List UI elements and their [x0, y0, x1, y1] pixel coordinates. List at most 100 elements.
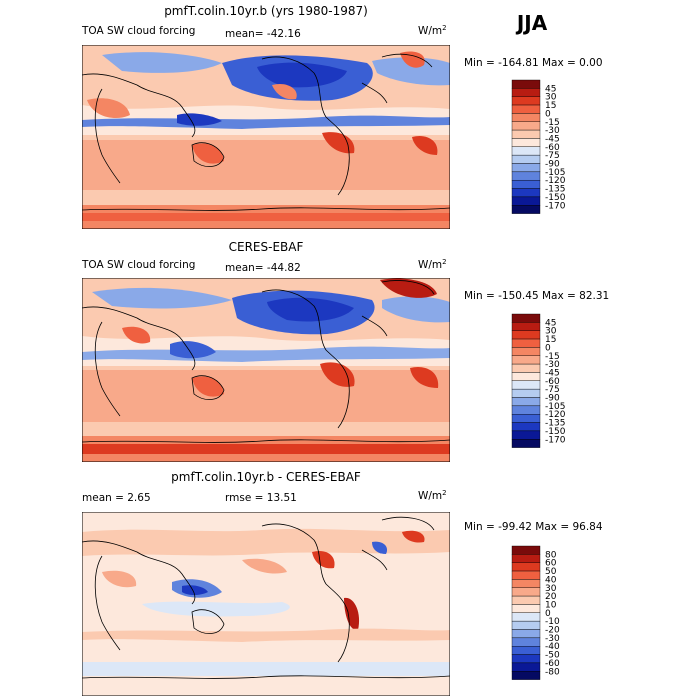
panel-3-map: [82, 512, 450, 696]
colorbar-2-segment: [511, 313, 541, 323]
colorbar-2-tick-label: 0: [545, 343, 551, 353]
colorbar-2-segment: [511, 414, 541, 423]
colorbar-1-segment: [511, 205, 541, 214]
panel-2-field-label: TOA SW cloud forcing: [81, 259, 195, 271]
map-2-greenland: [380, 278, 437, 298]
colorbar-3-tick-label: 60: [545, 559, 557, 569]
panel-2-colorbar: 4530150-15-30-45-60-75-90-105-120-135-15…: [511, 313, 566, 448]
colorbar-3-segment: [511, 570, 541, 580]
colorbar-3-tick-label: 0: [545, 609, 551, 619]
panel-2-units-base: W/m: [418, 259, 442, 271]
colorbar-2-segment: [511, 372, 541, 382]
map-2-eurasia-cloud: [92, 287, 232, 309]
panel-2-title: CERES-EBAF: [229, 240, 304, 254]
panel-1-range: Min = -164.81 Max = 0.00: [464, 57, 603, 69]
colorbar-2-tick-label: -150: [545, 427, 566, 437]
colorbar-2-tick-label: -170: [545, 435, 566, 445]
panel-model: pmfT.colin.10yr.b (yrs 1980-1987) TOA SW…: [81, 4, 603, 229]
map-2-natl-cloud: [382, 296, 450, 323]
colorbar-2-tick-label: -45: [545, 368, 560, 378]
colorbar-2-tick-label: -90: [545, 394, 560, 404]
map-3-south-subtrop: [82, 628, 450, 642]
colorbar-1-segment: [511, 179, 541, 189]
colorbar-3-tick-label: -60: [545, 659, 560, 669]
colorbar-1-segment: [511, 96, 541, 106]
panel-1-mean: mean= -42.16: [225, 28, 301, 40]
colorbar-2-segment: [511, 388, 541, 398]
panel-1-units: W/m2: [418, 24, 447, 37]
colorbar-1-tick-label: 30: [545, 93, 557, 103]
panel-2-mean: mean= -44.82: [225, 262, 301, 274]
colorbar-3-tick-label: -40: [545, 642, 560, 652]
map-1-itcz: [82, 115, 450, 129]
colorbar-3-tick-label: -50: [545, 651, 560, 661]
colorbar-3-tick-label: -10: [545, 617, 560, 627]
map-3-maritime-core: [182, 585, 208, 595]
colorbar-3-tick-label: 30: [545, 584, 557, 594]
colorbar-3-segment: [511, 637, 541, 647]
colorbar-1-segment: [511, 196, 541, 206]
colorbar-3-tick-label: 40: [545, 575, 557, 585]
map-2-maritime-cloud: [170, 341, 216, 359]
panel-1-units-base: W/m: [418, 25, 442, 37]
map-1-africa: [87, 98, 130, 119]
map-2-npac-core: [267, 297, 354, 322]
colorbar-1-segment: [511, 129, 541, 139]
map-2-subtropical-band: [82, 370, 450, 422]
colorbar-3-segment: [511, 620, 541, 630]
colorbar-3-segment: [511, 629, 541, 639]
colorbar-1-tick-label: 15: [545, 101, 556, 111]
colorbar-2-tick-label: -120: [545, 410, 566, 420]
map-1-southern-strip: [82, 213, 450, 221]
colorbar-2-segment: [511, 380, 541, 390]
map-1-sc-peru: [322, 132, 355, 154]
map-1-eurasia-cloud: [102, 52, 222, 73]
panel-1-title: pmfT.colin.10yr.b (yrs 1980-1987): [164, 4, 368, 18]
colorbar-1-tick-label: -105: [545, 168, 565, 178]
colorbar-2-tick-label: -60: [545, 377, 560, 387]
map-1-sc-california: [272, 83, 297, 100]
colorbar-2-tick-label: -30: [545, 360, 560, 370]
colorbar-2-tick-label: 45: [545, 318, 556, 328]
panel-3-units-base: W/m: [418, 490, 442, 502]
panel-2-units-exp: 2: [442, 258, 446, 266]
colorbar-1-segment: [511, 188, 541, 198]
colorbar-3-segment: [511, 587, 541, 597]
map-3-natl-neg: [372, 541, 388, 554]
panel-difference: pmfT.colin.10yr.b - CERES-EBAF mean = 2.…: [82, 470, 603, 696]
map-1-npac-core: [257, 62, 347, 88]
colorbar-2-segment: [511, 405, 541, 415]
colorbar-2-segment: [511, 439, 541, 448]
map-3-africa-pos: [102, 570, 137, 588]
panel-1-units-exp: 2: [442, 24, 446, 32]
colorbar-3-segment: [511, 604, 541, 614]
colorbar-1-segment: [511, 121, 541, 131]
colorbar-2-segment: [511, 338, 541, 348]
map-3-coastlines: [82, 516, 450, 679]
colorbar-3-segment: [511, 595, 541, 605]
map-2-sc-namibia: [410, 366, 439, 388]
colorbar-1-segment: [511, 138, 541, 147]
map-3-california-pos: [312, 550, 335, 569]
panel-2-units: W/m2: [418, 258, 447, 271]
panel-3-title: pmfT.colin.10yr.b - CERES-EBAF: [171, 470, 361, 484]
colorbar-2-segment: [511, 363, 541, 373]
panel-1-field-label: TOA SW cloud forcing: [81, 25, 195, 37]
colorbar-1-segment: [511, 79, 541, 89]
map-3-natl-pos: [402, 530, 425, 543]
colorbar-1-tick-label: -60: [545, 143, 560, 153]
colorbar-1-tick-label: -90: [545, 160, 560, 170]
colorbar-1-segment: [511, 146, 541, 156]
colorbar-3-tick-label: -80: [545, 667, 560, 677]
map-3-npac-pos: [242, 558, 287, 574]
map-1-sc-namibia: [412, 135, 438, 155]
colorbar-2-segment: [511, 430, 541, 440]
colorbar-3-tick-label: -30: [545, 634, 560, 644]
colorbar-3-segment: [511, 646, 541, 655]
colorbar-1-tick-label: -30: [545, 126, 560, 136]
colorbar-2-segment: [511, 355, 541, 365]
colorbar-1-tick-label: -15: [545, 118, 560, 128]
map-1-greenland: [400, 51, 425, 68]
